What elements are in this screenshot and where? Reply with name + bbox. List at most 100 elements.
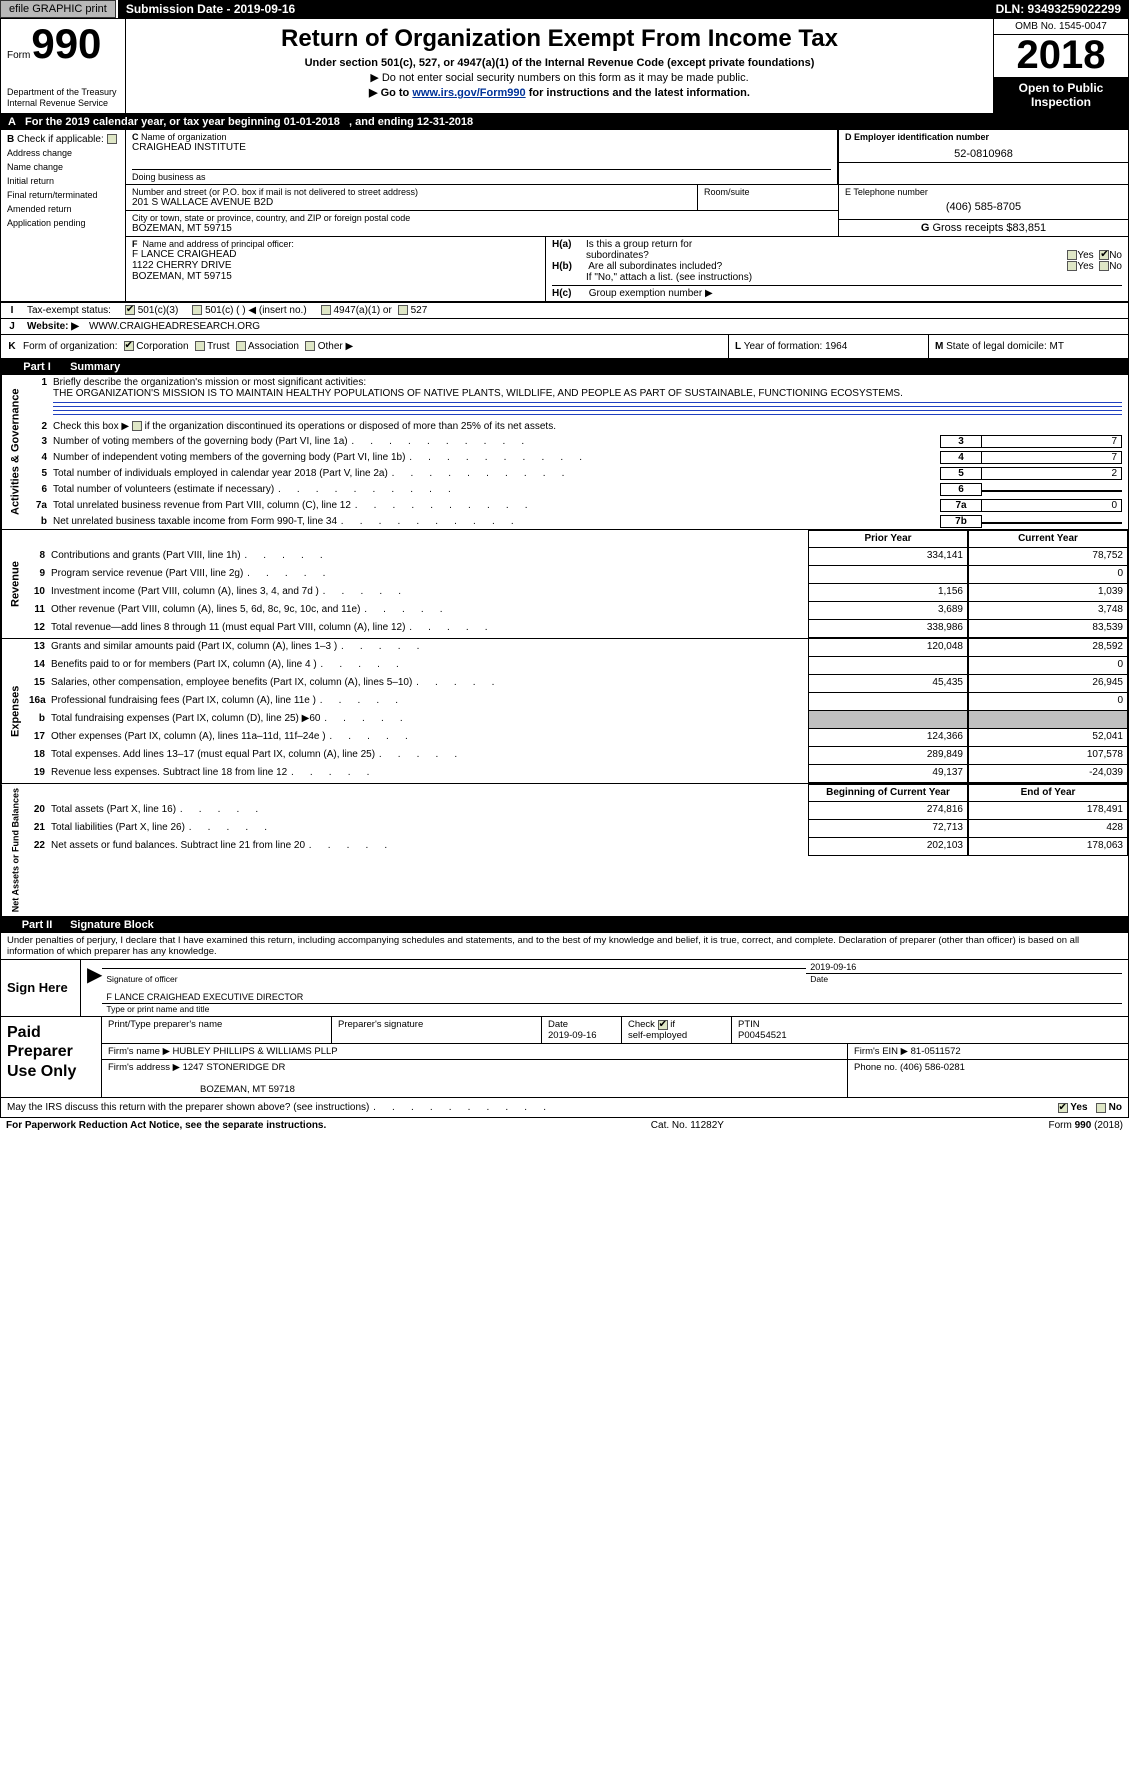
fin-text: Program service revenue (Part VIII, line…: [51, 566, 808, 584]
ha-yes-checkbox[interactable]: [1067, 250, 1077, 260]
col-eoy: End of Year: [968, 784, 1128, 802]
self-employed-checkbox[interactable]: [658, 1020, 668, 1030]
paid-preparer-row: Paid Preparer Use Only Print/Type prepar…: [1, 1016, 1128, 1097]
fin-current: 78,752: [968, 548, 1128, 566]
fin-text: Professional fundraising fees (Part IX, …: [51, 693, 808, 711]
q2-checkbox[interactable]: [132, 421, 142, 431]
officer-addr2: BOZEMAN, MT 59715: [132, 271, 539, 282]
fin-row-15: 15 Salaries, other compensation, employe…: [29, 675, 1128, 693]
fin-text: Total assets (Part X, line 16): [51, 802, 808, 820]
part1-title: Summary: [70, 361, 120, 373]
sig-date-cap: Date: [806, 974, 1122, 984]
fin-row-b: b Total fundraising expenses (Part IX, c…: [29, 711, 1128, 729]
hb-no-checkbox[interactable]: [1099, 261, 1109, 271]
discuss-no-checkbox[interactable]: [1096, 1103, 1106, 1113]
sig-date: 2019-09-16: [810, 962, 856, 972]
hb-q: Are all subordinates included?: [588, 261, 722, 272]
q1-text: Briefly describe the organization's miss…: [53, 377, 366, 388]
prep-date: 2019-09-16: [548, 1030, 597, 1041]
officer-name: F LANCE CRAIGHEAD: [132, 249, 539, 260]
penalty-note: Under penalties of perjury, I declare th…: [1, 933, 1128, 959]
gov-text: Total number of volunteers (estimate if …: [53, 484, 940, 495]
fin-text: Total fundraising expenses (Part IX, col…: [51, 711, 808, 729]
gov-text: Total number of individuals employed in …: [53, 468, 940, 479]
note-2: ▶ Go to www.irs.gov/Form990 for instruct…: [132, 86, 987, 99]
k-assoc-checkbox[interactable]: [236, 341, 246, 351]
k-corp-checkbox[interactable]: [124, 341, 134, 351]
part1-label: Part I: [7, 361, 67, 373]
prep-h-ptin: PTIN: [738, 1019, 760, 1030]
fin-row-13: 13 Grants and similar amounts paid (Part…: [29, 639, 1128, 657]
sign-here-row: Sign Here ▶ 2019-09-16 Signature of offi…: [1, 959, 1128, 1016]
form-number: Form 990: [7, 23, 119, 65]
gov-num: 7a: [31, 500, 53, 511]
fin-text: Salaries, other compensation, employee b…: [51, 675, 808, 693]
q1-num: 1: [31, 377, 53, 388]
website-value: WWW.CRAIGHEADRESEARCH.ORG: [89, 321, 260, 332]
note2-a: ▶ Go to: [369, 87, 412, 99]
fin-current: 0: [968, 657, 1128, 675]
fin-num: 10: [29, 584, 51, 602]
line-a-prefix: A: [7, 116, 17, 128]
g-text: Gross receipts $: [932, 222, 1012, 234]
hc-label: H(c): [552, 288, 586, 299]
fin-current: 28,592: [968, 639, 1128, 657]
hb-label: H(b): [552, 261, 586, 272]
k-trust-checkbox[interactable]: [195, 341, 205, 351]
expenses-tab: Expenses: [1, 639, 29, 783]
footer-left: For Paperwork Reduction Act Notice, see …: [6, 1120, 326, 1131]
footer-right: Form 990 (2018): [1049, 1120, 1123, 1131]
firm-addr2: BOZEMAN, MT 59718: [200, 1084, 295, 1095]
note-1: ▶ Do not enter social security numbers o…: [132, 71, 987, 84]
right-header-cell: OMB No. 1545-0047 2018 Open to Public In…: [993, 19, 1128, 113]
gov-row-3: 3 Number of voting members of the govern…: [29, 433, 1128, 449]
firm-phone-label: Phone no.: [854, 1062, 900, 1073]
part-1-header: Part I Summary: [1, 359, 1128, 375]
gov-val: 0: [982, 499, 1122, 512]
fin-row-10: 10 Investment income (Part VIII, column …: [29, 584, 1128, 602]
fin-row-9: 9 Program service revenue (Part VIII, li…: [29, 566, 1128, 584]
hb-yes-checkbox[interactable]: [1067, 261, 1077, 271]
form-outer: Form 990 Department of the Treasury Inte…: [0, 18, 1129, 1118]
open-to-public: Open to Public Inspection: [994, 77, 1128, 113]
efile-button[interactable]: efile GRAPHIC print: [0, 0, 116, 18]
fin-text: Total revenue—add lines 8 through 11 (mu…: [51, 620, 808, 638]
discuss-yes-checkbox[interactable]: [1058, 1103, 1068, 1113]
sign-here-label: Sign Here: [1, 960, 81, 1016]
line-k-l-m: K Form of organization: Corporation Trus…: [1, 335, 1128, 359]
fin-text: Revenue less expenses. Subtract line 18 …: [51, 765, 808, 783]
f-label: F: [132, 239, 138, 249]
i-527-checkbox[interactable]: [398, 305, 408, 315]
b-option-0: Address change: [7, 148, 119, 159]
i-501c3-checkbox[interactable]: [125, 305, 135, 315]
k-other-checkbox[interactable]: [305, 341, 315, 351]
section-b: B Check if applicable: Address changeNam…: [1, 130, 126, 301]
expenses-block: Expenses 13 Grants and similar amounts p…: [1, 639, 1128, 784]
fin-num: 13: [29, 639, 51, 657]
fin-num: 15: [29, 675, 51, 693]
j-prefix: J: [7, 321, 17, 332]
prep-h-sig: Preparer's signature: [338, 1019, 423, 1030]
ha-q: Is this a group return for: [586, 239, 692, 250]
fin-current: 178,491: [968, 802, 1128, 820]
fin-row-14: 14 Benefits paid to or for members (Part…: [29, 657, 1128, 675]
gov-text: Total unrelated business revenue from Pa…: [53, 500, 940, 511]
i-4947-checkbox[interactable]: [321, 305, 331, 315]
b-top-checkbox[interactable]: [107, 134, 117, 144]
fin-prior: 202,103: [808, 838, 968, 856]
section-c: C Name of organization CRAIGHEAD INSTITU…: [126, 130, 1128, 301]
irs-link[interactable]: www.irs.gov/Form990: [412, 87, 525, 99]
fin-text: Grants and similar amounts paid (Part IX…: [51, 639, 808, 657]
hb-yes: Yes: [1077, 261, 1093, 272]
fin-current: 52,041: [968, 729, 1128, 747]
i-501c-checkbox[interactable]: [192, 305, 202, 315]
ha-no-checkbox[interactable]: [1099, 250, 1109, 260]
fin-row-16a: 16a Professional fundraising fees (Part …: [29, 693, 1128, 711]
form-990-number: 990: [31, 23, 101, 65]
addr-value: 201 S WALLACE AVENUE B2D: [132, 197, 691, 208]
fin-text: Total liabilities (Part X, line 26): [51, 820, 808, 838]
phone-value: (406) 585-8705: [845, 197, 1122, 217]
i-o2: 501(c) ( ) ◀ (insert no.): [205, 305, 307, 316]
firm-phone: (406) 586-0281: [900, 1062, 965, 1073]
form-header: Form 990 Department of the Treasury Inte…: [1, 19, 1128, 114]
